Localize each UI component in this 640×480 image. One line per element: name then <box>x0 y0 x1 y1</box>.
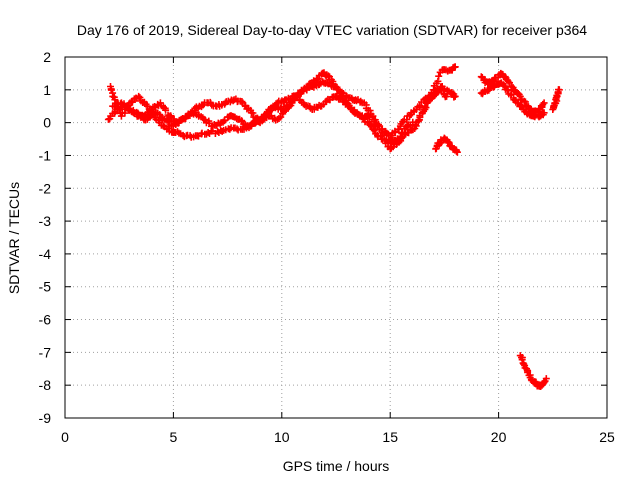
data-point <box>249 109 257 117</box>
x-tick-label: 10 <box>274 429 290 445</box>
data-point <box>412 122 420 130</box>
x-tick-label: 5 <box>170 429 178 445</box>
data-point <box>366 121 374 129</box>
data-point <box>418 110 426 117</box>
series-track-e <box>477 69 548 117</box>
data-point <box>518 356 526 364</box>
data-point <box>159 122 167 130</box>
series-track-g <box>549 86 563 113</box>
series-track-d <box>432 134 461 156</box>
data-point <box>540 99 548 107</box>
x-tick-label: 0 <box>61 429 69 445</box>
data-point <box>542 375 550 383</box>
x-axis: 0 5 10 15 20 25 <box>61 57 615 445</box>
data-point <box>162 106 170 114</box>
x-tick-label: 25 <box>599 429 615 445</box>
data-point <box>451 92 459 100</box>
y-tick-label: -8 <box>39 377 52 393</box>
x-axis-label: GPS time / hours <box>283 458 390 474</box>
data-point <box>540 109 548 117</box>
series-track-f <box>477 79 548 121</box>
data-point <box>369 125 377 133</box>
data-point <box>338 88 346 96</box>
y-tick-label: 1 <box>43 82 51 98</box>
series-track-h <box>516 352 550 390</box>
data-points <box>104 63 563 390</box>
data-point <box>416 102 424 110</box>
x-tick-label: 15 <box>382 429 398 445</box>
data-point <box>238 98 246 105</box>
plot-frame <box>64 56 608 419</box>
data-point <box>120 100 128 108</box>
data-point <box>371 116 379 124</box>
y-tick-label: -6 <box>39 312 52 328</box>
y-tick-label: -9 <box>39 410 52 426</box>
data-point <box>451 63 459 71</box>
y-axis-label: SDTVAR / TECUs <box>6 182 22 294</box>
data-point <box>520 360 528 368</box>
data-point <box>369 112 377 120</box>
y-tick-label: -4 <box>39 246 52 262</box>
y-axis: 2 1 0 -1 -2 -3 -4 -5 -6 -7 -8 -9 <box>39 49 607 426</box>
data-point <box>226 125 234 133</box>
data-point <box>504 77 512 85</box>
data-point <box>135 92 143 100</box>
chart-title: Day 176 of 2019, Sidereal Day-to-day VTE… <box>77 22 587 38</box>
series-track-b <box>104 69 459 153</box>
data-point <box>416 113 424 121</box>
data-point <box>136 94 144 102</box>
series-track-c <box>109 78 451 140</box>
y-tick-label: 0 <box>43 115 51 131</box>
y-tick-label: -2 <box>39 180 52 196</box>
data-point <box>539 100 547 108</box>
data-point <box>218 127 226 135</box>
y-tick-label: -3 <box>39 213 52 229</box>
data-point <box>434 77 442 85</box>
y-tick-label: -5 <box>39 279 52 295</box>
data-point <box>435 72 443 80</box>
data-point <box>366 107 374 115</box>
y-tick-label: 2 <box>43 49 51 65</box>
data-point <box>453 148 461 156</box>
data-point <box>443 92 451 100</box>
y-tick-label: -7 <box>39 344 52 360</box>
data-point <box>555 86 563 94</box>
y-tick-label: -1 <box>39 147 52 163</box>
x-tick-label: 20 <box>491 429 507 445</box>
data-point <box>370 127 378 135</box>
